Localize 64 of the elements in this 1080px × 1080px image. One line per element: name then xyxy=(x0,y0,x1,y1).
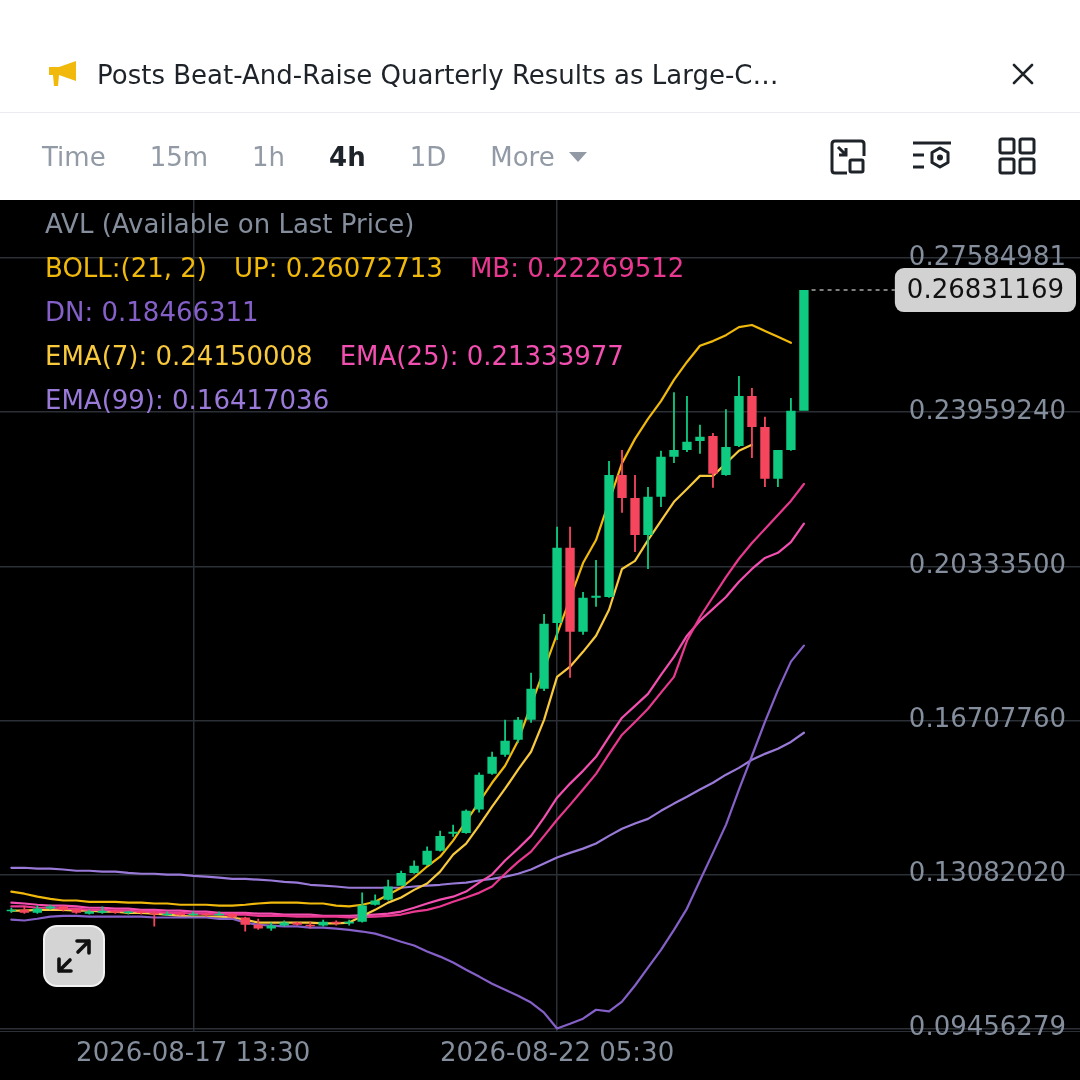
candlestick xyxy=(370,894,380,906)
candlestick xyxy=(565,526,575,678)
candlestick xyxy=(19,906,30,914)
text: UP: 0.26072713 xyxy=(234,252,443,283)
text: 1D xyxy=(409,141,447,174)
candlestick xyxy=(500,719,510,757)
candlestick xyxy=(747,387,757,459)
text: More xyxy=(490,141,555,174)
candlestick xyxy=(786,398,796,451)
annotation: BOLL:(21, 2) xyxy=(45,252,208,283)
y-tick-label: 0.20333500 xyxy=(908,549,1066,580)
text: EMA(99): 0.16417036 xyxy=(45,384,330,415)
annotation: AVL (Available on Last Price) xyxy=(45,208,415,239)
candlestick xyxy=(734,375,744,447)
candlestick xyxy=(539,614,549,691)
candlestick xyxy=(422,846,432,866)
text: EMA(7): 0.24150008 xyxy=(45,340,313,371)
candlestick xyxy=(513,716,523,743)
candlestick xyxy=(474,772,484,813)
candlestick xyxy=(552,526,562,640)
text: DN: 0.18466311 xyxy=(45,296,259,327)
candlestick xyxy=(695,424,705,454)
candlestick xyxy=(591,560,601,607)
candlestick xyxy=(630,475,640,552)
candlestick xyxy=(708,432,718,488)
candlestick xyxy=(357,892,367,923)
candlestick xyxy=(669,392,679,464)
candlestick xyxy=(149,910,159,927)
text: 15m xyxy=(149,141,209,174)
candlestick xyxy=(58,905,69,912)
candlestick xyxy=(760,416,770,487)
text: 4h xyxy=(329,141,366,174)
candlestick xyxy=(773,449,783,487)
candlestick xyxy=(656,450,666,507)
candlestick xyxy=(448,824,458,837)
candlestick xyxy=(487,751,497,775)
candlestick xyxy=(409,860,419,874)
candlestick xyxy=(45,904,56,910)
text: MB: 0.22269512 xyxy=(469,252,685,283)
x-tick-label: 2026-08-22 05:30 xyxy=(439,1037,675,1068)
y-tick-label: 0.23959240 xyxy=(908,394,1066,425)
candlestick xyxy=(461,809,471,834)
candlestick xyxy=(396,870,406,886)
candlestick xyxy=(97,906,107,914)
candlestick xyxy=(643,486,653,569)
text: 1h xyxy=(252,141,286,174)
ref-line-label: 0.26831169 xyxy=(906,273,1065,304)
candlestick xyxy=(721,409,731,476)
y-tick-label: 0.16707760 xyxy=(908,703,1066,734)
candlestick xyxy=(604,460,614,598)
candlestick xyxy=(799,290,809,411)
candlestick xyxy=(617,449,627,513)
y-tick-label: 0.27584981 xyxy=(908,240,1066,271)
y-tick-label: 0.13082020 xyxy=(908,857,1066,888)
candlestick xyxy=(435,830,445,852)
chart-title: Posts Beat-And-Raise Quarterly Results as Large-C… xyxy=(97,59,779,92)
x-tick-label: 2026-08-17 13:30 xyxy=(76,1037,311,1068)
candlestick xyxy=(526,672,536,723)
candlestick xyxy=(383,879,393,901)
text: EMA(25): 0.21333977 xyxy=(339,340,624,371)
text: Time xyxy=(42,141,106,174)
y-tick-label: 0.09456279 xyxy=(908,1011,1066,1042)
candlestick xyxy=(578,591,588,635)
candlestick xyxy=(682,395,692,453)
